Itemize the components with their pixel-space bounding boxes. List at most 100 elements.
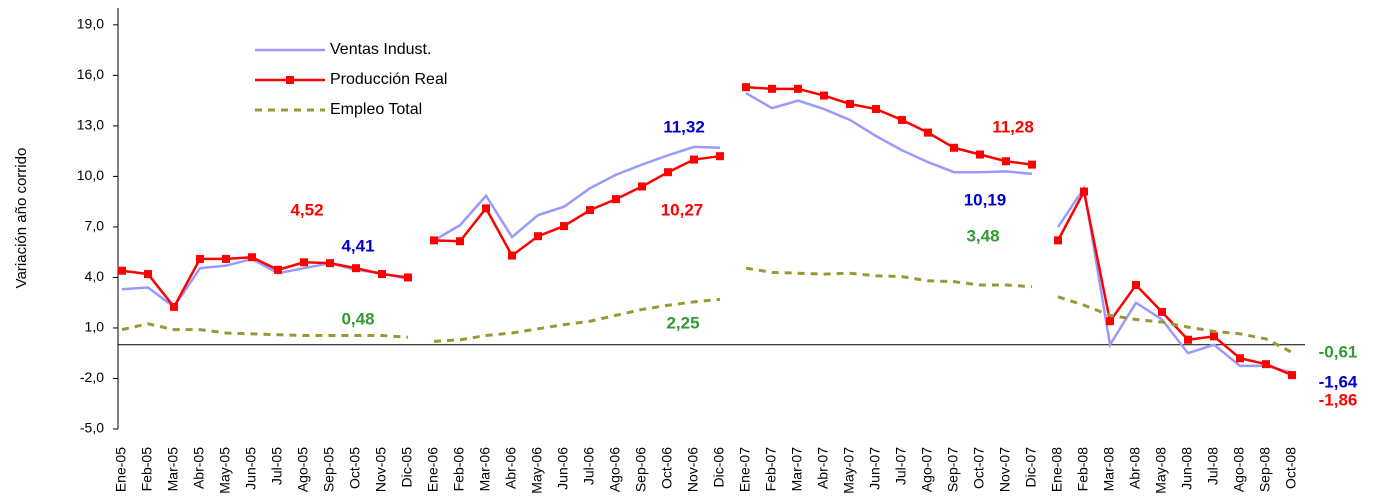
x-tick-label: Jul-08 [1205,447,1221,485]
marker [482,204,490,213]
series-line [1056,187,1293,377]
marker [846,99,854,108]
x-tick-label: Feb-07 [763,447,779,492]
annotation: -1,86 [1319,390,1358,409]
marker [1132,281,1140,290]
annotation: 10,19 [964,190,1007,209]
x-tick-label: Dic-07 [1023,447,1039,488]
x-tick-label: Mar-06 [477,447,493,492]
marker [820,91,828,100]
marker [118,266,126,275]
x-tick-label: Abr-06 [503,447,519,489]
marker [170,302,178,311]
marker [1158,307,1166,316]
x-tick-label: Jun-05 [243,447,259,490]
x-tick-label: Sep-08 [1257,447,1273,492]
x-tick-label: Jun-08 [1179,447,1195,490]
y-tick-label: 13,0 [77,117,104,133]
series-line [121,322,409,339]
x-tick-label: Ene-05 [113,447,129,492]
x-tick-label: Feb-06 [451,447,467,492]
x-tick-label: Jul-07 [893,447,909,485]
y-tick-label: 10,0 [77,167,104,183]
x-tick-label: Nov-06 [685,447,701,492]
annotation: 3,48 [966,226,999,245]
y-tick-label: 16,0 [77,66,104,82]
marker [742,83,750,92]
x-tick-label: Ene-06 [425,447,441,492]
x-tick-label: Jun-07 [867,447,883,490]
marker [898,115,906,124]
marker [872,105,880,114]
x-tick-label: May-05 [217,447,233,494]
x-tick-label: Abr-08 [1127,447,1143,489]
x-tick-label: Dic-05 [399,447,415,488]
x-tick-label: Oct-06 [659,447,675,489]
x-tick-label: Oct-08 [1283,447,1299,489]
x-tick-label: Mar-07 [789,447,805,492]
marker [924,128,932,137]
x-tick-label: Sep-06 [633,447,649,492]
x-tick-label: Feb-05 [139,447,155,492]
x-tick-label: Ago-08 [1231,447,1247,492]
x-tick-label: Ago-05 [295,447,311,492]
marker [248,253,256,262]
x-tick-label: Oct-07 [971,447,987,489]
marker [950,143,958,152]
x-tick-label: Ene-07 [737,447,753,492]
marker [586,206,594,215]
x-tick-label: Jun-06 [555,447,571,490]
marker [1236,354,1244,363]
annotation: -1,64 [1319,372,1358,391]
annotation: 2,25 [666,313,699,332]
series-line [433,145,721,242]
x-tick-label: Sep-07 [945,447,961,492]
marker [378,270,386,279]
annotation: 11,28 [992,117,1034,136]
series-line [121,255,409,310]
marker [664,168,672,177]
marker [1106,317,1114,326]
marker [560,222,568,231]
marker [1002,157,1010,166]
marker [456,237,464,246]
marker [612,195,620,204]
marker [404,273,412,282]
marker [976,150,984,159]
x-tick-label: Oct-05 [347,447,363,489]
marker [1288,371,1296,380]
x-tick-label: Dic-06 [711,447,727,488]
marker [352,264,360,273]
marker [1054,236,1062,245]
x-tick-label: Mar-08 [1101,447,1117,492]
x-tick-label: May-08 [1153,447,1169,494]
marker [690,155,698,164]
x-tick-label: Jul-06 [581,447,597,485]
marker [768,84,776,93]
series-line [745,91,1033,176]
annotation: 11,32 [663,117,705,136]
legend-label: Empleo Total [330,101,422,118]
series-line [121,257,409,309]
x-tick-label: May-07 [841,447,857,494]
marker [1080,187,1088,196]
annotation: 4,41 [341,236,374,255]
annotation: -0,61 [1319,342,1358,361]
x-tick-label: Abr-05 [191,447,207,489]
y-axis-label: Variación año corrido [13,148,30,289]
legend-marker [286,76,294,84]
series-line [433,297,721,343]
y-tick-label: -2,0 [80,369,104,385]
marker [638,182,646,191]
x-tick-label: Jul-05 [269,447,285,485]
series-line [745,85,1033,166]
x-tick-label: Sep-05 [321,447,337,492]
series-line [1057,295,1293,354]
series-line [1056,184,1293,374]
marker [716,152,724,161]
x-tick-label: Ago-06 [607,447,623,492]
marker [222,254,230,263]
annotation: 4,52 [290,200,323,219]
x-tick-label: Ago-07 [919,447,935,492]
